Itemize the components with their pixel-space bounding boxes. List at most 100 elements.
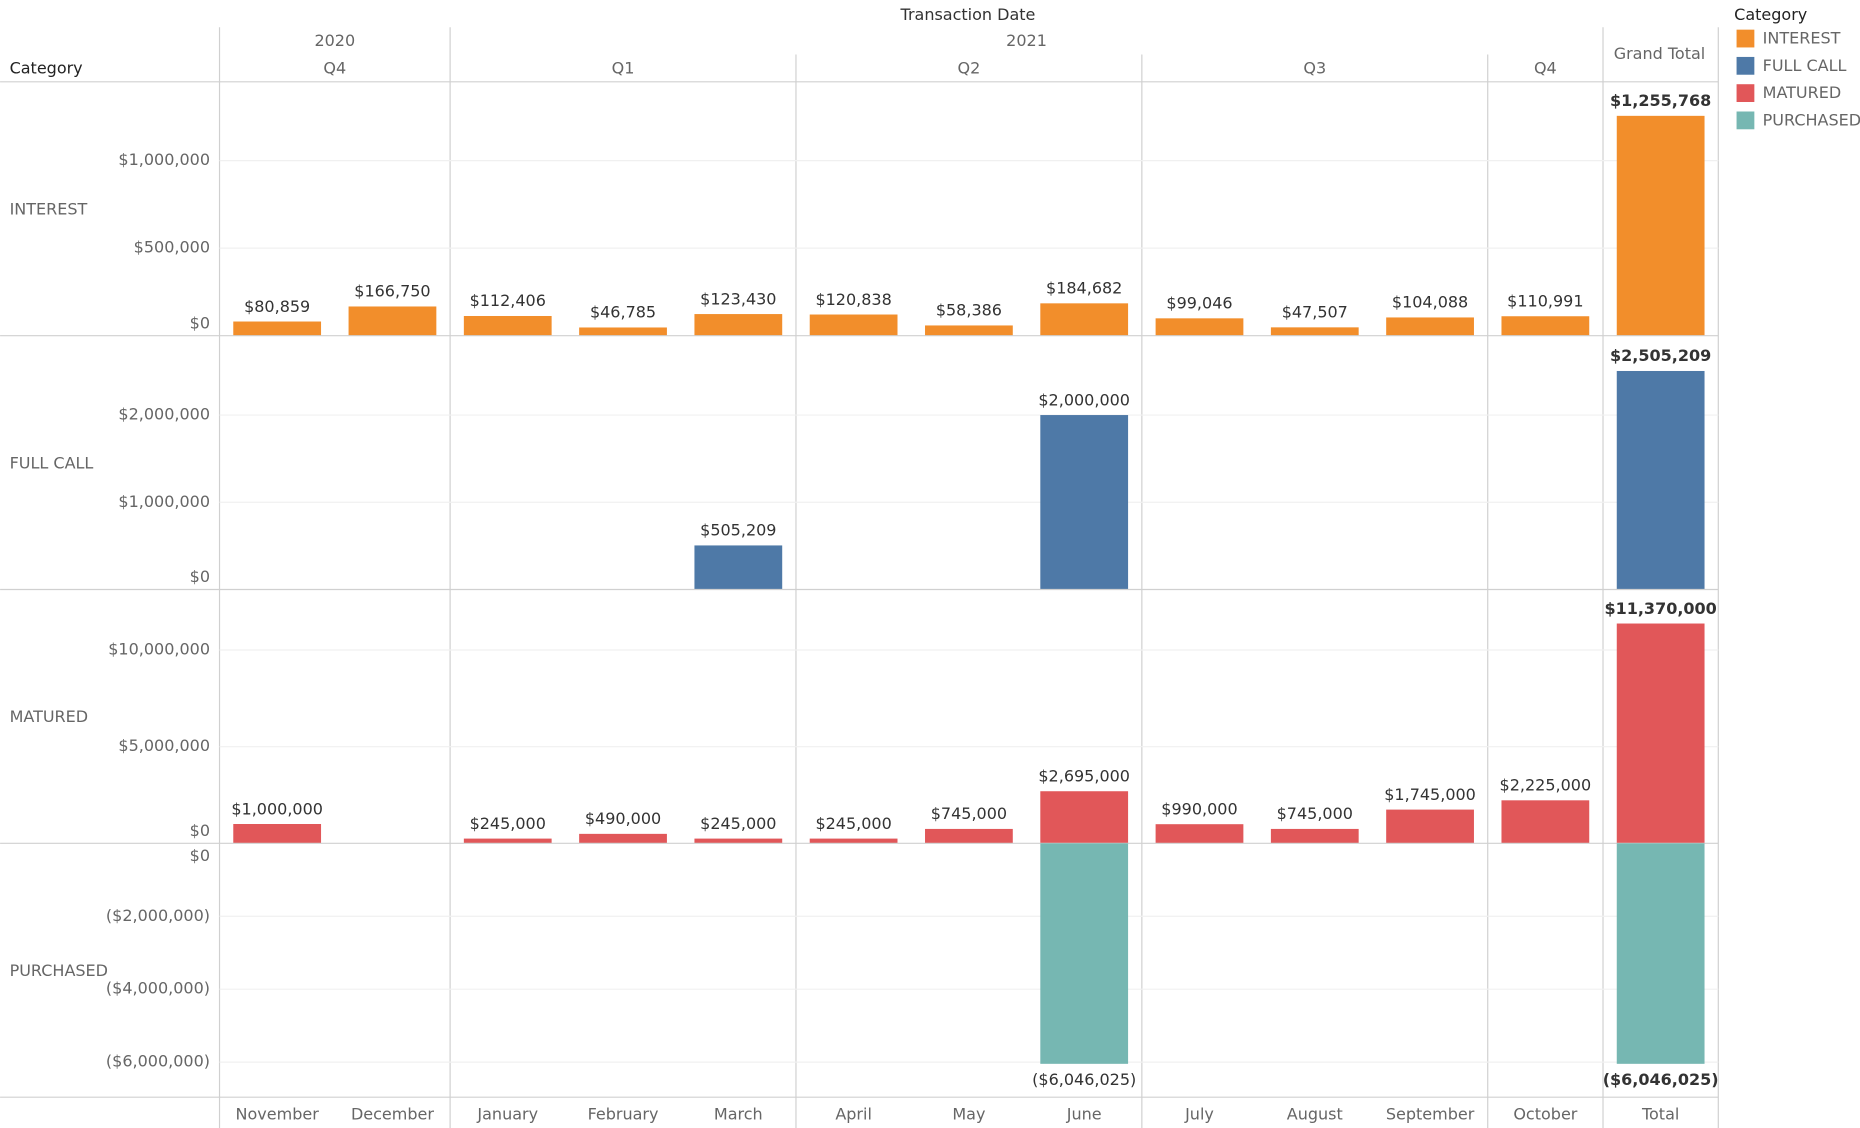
value-label: $2,505,209 [1610, 346, 1711, 365]
y-tick-label: $0 [190, 846, 210, 865]
value-label: $46,785 [590, 303, 656, 322]
x-tick-label: December [351, 1104, 434, 1123]
quarter-label: Q3 [1303, 58, 1326, 77]
y-tick-label: $1,000,000 [118, 150, 210, 169]
value-label: $11,370,000 [1604, 599, 1716, 618]
legend-label: INTEREST [1763, 29, 1841, 48]
x-tick-label: February [588, 1104, 659, 1123]
value-label: $245,000 [470, 814, 546, 833]
bar [579, 327, 667, 336]
x-tick-label: January [476, 1104, 538, 1123]
y-tick-label: $0 [190, 313, 210, 332]
bar [1386, 809, 1474, 844]
value-label: $1,255,768 [1610, 91, 1711, 110]
bar [809, 838, 898, 844]
bar [1386, 317, 1474, 336]
value-label: $123,430 [700, 289, 776, 308]
year-label: 2020 [314, 31, 355, 50]
value-label: $2,225,000 [1500, 776, 1592, 795]
value-label: $990,000 [1161, 799, 1237, 818]
bar [579, 833, 667, 844]
value-label: $245,000 [700, 814, 776, 833]
value-label: $745,000 [1277, 804, 1353, 823]
bar [463, 315, 552, 336]
bar [1616, 115, 1705, 336]
bar [1040, 415, 1129, 590]
y-tick-label: $5,000,000 [118, 736, 210, 755]
bar [694, 838, 783, 844]
value-label: $99,046 [1166, 294, 1232, 313]
bar [463, 838, 552, 844]
x-tick-label: November [236, 1104, 320, 1123]
value-label: $110,991 [1507, 292, 1583, 311]
value-label: ($6,046,025) [1603, 1070, 1719, 1089]
bar [1270, 828, 1359, 844]
bar [925, 325, 1013, 336]
legend-label: FULL CALL [1763, 56, 1847, 75]
bar [1155, 318, 1244, 336]
bar [233, 823, 322, 844]
legend-swatch [1736, 29, 1755, 48]
row-label: PURCHASED [10, 961, 108, 980]
x-tick-label: Total [1641, 1104, 1679, 1123]
y-tick-label: ($4,000,000) [106, 979, 210, 998]
row-header: Category [10, 58, 83, 77]
value-label: $2,000,000 [1038, 390, 1130, 409]
y-tick-label: $10,000,000 [108, 640, 210, 659]
value-label: $120,838 [815, 290, 891, 309]
y-tick-label: $2,000,000 [118, 405, 210, 424]
value-label: $166,750 [354, 282, 430, 301]
y-tick-label: $500,000 [134, 238, 210, 257]
x-tick-label: August [1287, 1104, 1343, 1123]
bar [925, 828, 1013, 844]
y-tick-label: $1,000,000 [118, 492, 210, 511]
value-label: $104,088 [1392, 293, 1468, 312]
bar [233, 321, 322, 336]
x-tick-label: July [1184, 1104, 1214, 1123]
bar [1501, 800, 1590, 844]
legend-swatch [1736, 56, 1755, 75]
quarter-label: Q1 [612, 58, 635, 77]
x-tick-label: April [835, 1104, 872, 1123]
row-label: MATURED [10, 707, 89, 726]
value-label: $80,859 [244, 297, 310, 316]
legend-swatch [1736, 84, 1755, 103]
value-label: $47,507 [1282, 303, 1348, 322]
x-tick-label: September [1386, 1104, 1475, 1123]
x-tick-label: May [952, 1104, 985, 1123]
x-tick-label: March [714, 1104, 763, 1123]
value-label: $490,000 [585, 809, 661, 828]
value-label: $58,386 [936, 301, 1002, 320]
row-label: INTEREST [10, 199, 88, 218]
column-title: Transaction Date [900, 5, 1036, 24]
y-tick-label: $0 [190, 821, 210, 840]
legend-swatch [1736, 111, 1755, 130]
value-label: $745,000 [931, 804, 1007, 823]
quarter-label: Q4 [323, 58, 346, 77]
bar [1155, 824, 1244, 844]
bar [809, 314, 898, 336]
bar [1040, 303, 1129, 336]
row-label: FULL CALL [10, 453, 94, 472]
y-tick-label: ($2,000,000) [106, 906, 210, 925]
bar [1616, 843, 1705, 1064]
y-tick-label: $0 [190, 567, 210, 586]
value-label: $1,000,000 [231, 799, 323, 818]
legend-label: PURCHASED [1763, 110, 1860, 129]
bar [1040, 791, 1129, 844]
value-label: $112,406 [470, 291, 546, 310]
value-label: $505,209 [700, 521, 776, 540]
bar [1616, 623, 1705, 844]
x-tick-label: June [1066, 1104, 1102, 1123]
value-label: $2,695,000 [1038, 766, 1130, 785]
y-tick-label: ($6,000,000) [106, 1052, 210, 1071]
bar [1040, 843, 1129, 1064]
quarter-label: Q2 [958, 58, 981, 77]
bar [694, 314, 783, 336]
year-label: 2021 [1006, 31, 1047, 50]
value-label: $184,682 [1046, 279, 1122, 298]
quarter-label: Q4 [1534, 58, 1557, 77]
value-label: ($6,046,025) [1032, 1070, 1136, 1089]
